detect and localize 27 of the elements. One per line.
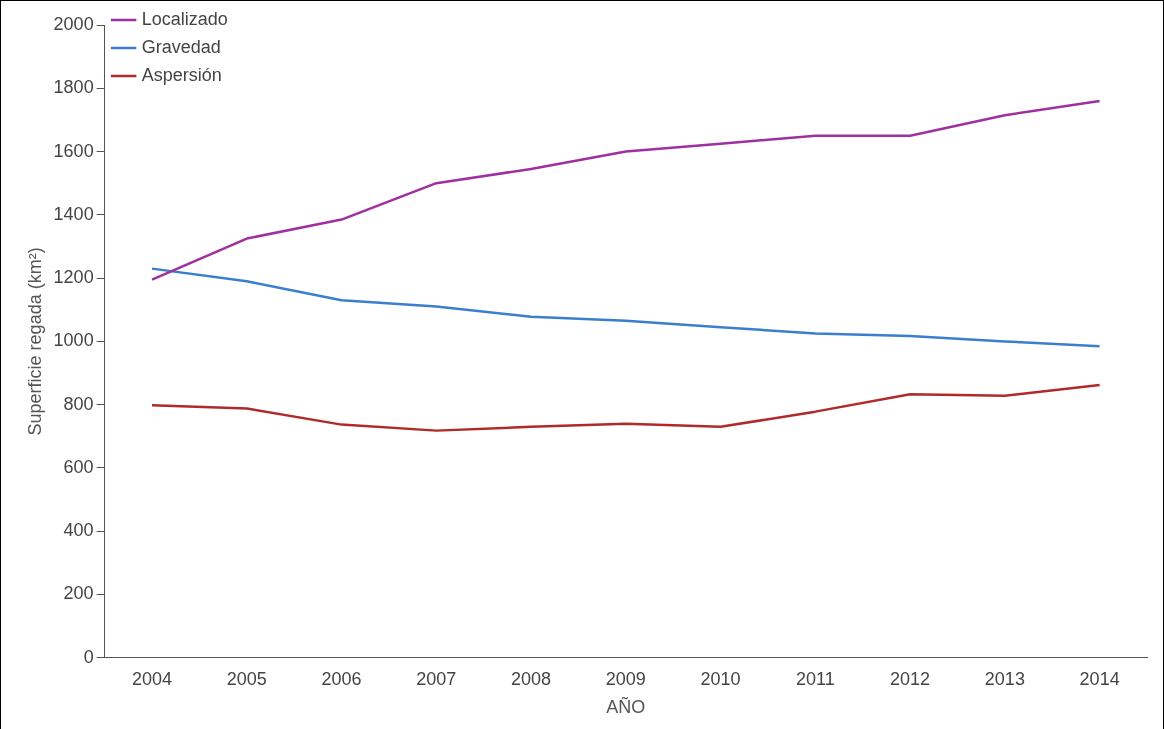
y-tick-label: 1200 bbox=[53, 267, 94, 288]
legend-label: Localizado bbox=[141, 8, 228, 29]
x-tick-label: 2007 bbox=[416, 668, 457, 689]
legend-label: Gravedad bbox=[141, 36, 221, 57]
x-tick-label: 2010 bbox=[700, 668, 741, 689]
y-tick-label: 1600 bbox=[53, 140, 94, 161]
x-tick-label: 2008 bbox=[511, 668, 552, 689]
x-axis-title: AÑO bbox=[606, 696, 646, 718]
y-tick-label: 1000 bbox=[53, 330, 94, 351]
x-tick-label: 2014 bbox=[1079, 668, 1120, 689]
y-axis-title: Superficie regada (km²) bbox=[24, 247, 45, 436]
y-tick-label: 800 bbox=[63, 393, 94, 414]
x-tick-label: 2004 bbox=[132, 668, 173, 689]
x-tick-label: 2005 bbox=[226, 668, 267, 689]
x-tick-label: 2006 bbox=[321, 668, 362, 689]
y-tick-label: 1800 bbox=[53, 77, 94, 98]
y-tick-label: 400 bbox=[63, 520, 94, 541]
x-tick-label: 2013 bbox=[984, 668, 1025, 689]
x-tick-label: 2009 bbox=[605, 668, 646, 689]
x-tick-label: 2012 bbox=[890, 668, 931, 689]
legend-label: Aspersión bbox=[141, 64, 222, 85]
y-tick-label: 600 bbox=[63, 456, 94, 477]
y-tick-label: 200 bbox=[63, 583, 94, 604]
y-tick-label: 2000 bbox=[53, 13, 94, 34]
y-tick-label: 0 bbox=[83, 646, 94, 667]
y-tick-label: 1400 bbox=[53, 203, 94, 224]
x-tick-label: 2011 bbox=[795, 668, 835, 689]
